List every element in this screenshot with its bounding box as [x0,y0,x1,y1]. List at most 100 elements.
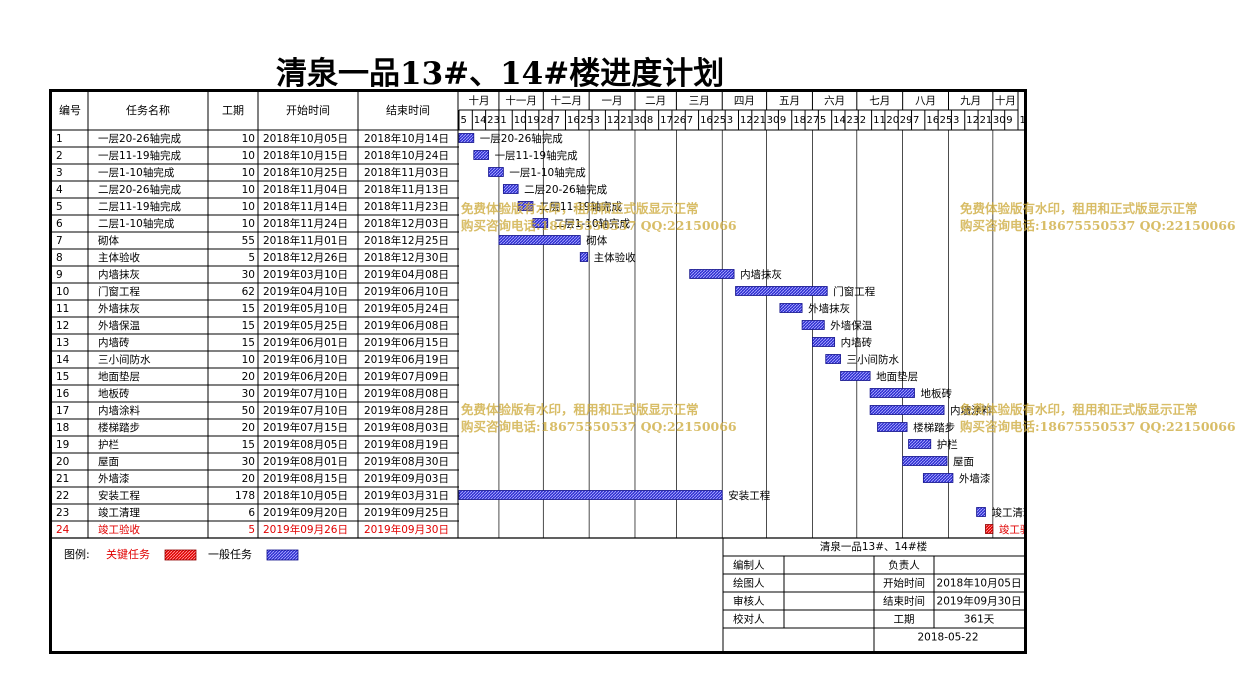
day-label: 21 [620,115,633,126]
task-bar [689,269,735,279]
task-bar-label: 内墙砖 [841,336,873,349]
task-bar [869,405,945,415]
task-start: 2019年09月26日 [263,523,348,536]
day-label: 25 [713,115,726,126]
task-bar-label: 一层11-19轴完成 [495,149,579,162]
task-bar-label: 地面垫层 [876,370,918,383]
watermark-line2: 购买咨询电话:18675550537 QQ:22150066 [461,218,737,233]
task-end: 2019年08月19日 [364,438,449,451]
task-bar [517,201,534,211]
task-bar [801,320,825,330]
task-bar-label: 二层20-26轴完成 [524,183,608,196]
task-end: 2018年12月03日 [364,217,449,230]
page-title: 清泉一品13#、14#楼进度计划 [276,56,725,92]
task-id: 7 [56,235,63,247]
task-duration: 30 [242,388,255,400]
task-duration: 20 [242,422,255,434]
header-id: 编号 [59,103,81,117]
task-name: 门窗工程 [98,285,140,298]
day-label: 25 [940,115,953,126]
task-duration: 10 [242,218,255,230]
task-id: 21 [56,473,69,485]
day-label: 30 [634,115,647,126]
month-label: 二月 [645,95,666,107]
task-bar-label: 内墙涂料 [950,404,992,417]
month-label: 五月 [779,95,800,107]
month-label: 九月 [960,95,981,107]
day-label: 1 [500,115,506,126]
task-bar-label: 一层20-26轴完成 [480,132,564,145]
task-id: 22 [56,490,69,502]
day-label: 21 [980,115,993,126]
task-duration: 10 [242,133,255,145]
task-end: 2019年06月19日 [364,353,449,366]
task-name: 三小间防水 [98,353,151,366]
task-start: 2019年07月10日 [263,404,348,417]
task-duration: 5 [248,524,255,536]
task-duration: 55 [242,235,255,247]
day-label: 16 [700,115,713,126]
task-end: 2018年10月14日 [364,132,449,145]
header-start: 开始时间 [286,103,330,117]
task-duration: 20 [242,371,255,383]
day-label: 30 [993,115,1006,126]
task-duration: 5 [248,252,255,264]
task-start: 2019年07月15日 [263,421,348,434]
task-name: 屋面 [98,456,119,468]
month-label: 十月 [995,94,1016,107]
task-bar [579,252,589,262]
month-label: 三月 [689,95,710,107]
task-start: 2019年07月10日 [263,387,348,400]
month-label: 八月 [915,95,936,107]
task-start: 2019年08月15日 [263,472,348,485]
task-id: 20 [56,456,69,468]
task-name: 外墙漆 [98,472,130,485]
day-label: 3 [953,115,959,126]
day-label: 8 [647,115,653,126]
info-reviewer: 审核人 [733,595,765,608]
task-duration: 62 [242,286,255,298]
day-label: 11 [873,115,886,126]
task-start: 2018年10月05日 [263,489,348,502]
task-end: 2019年05月24日 [364,302,449,315]
task-end: 2019年06月08日 [364,319,449,332]
watermark-line1: 免费体验版有水印，租用和正式版显示正常 [461,402,699,417]
task-name: 一层11-19轴完成 [98,149,182,162]
task-bar-label: 楼梯踏步 [913,421,955,434]
task-end: 2019年08月08日 [364,387,449,400]
task-bar-label: 地板砖 [920,387,952,400]
task-start: 2019年09月20日 [263,506,348,519]
day-label: 29 [900,115,913,126]
task-name: 二层11-19轴完成 [98,200,182,213]
month-label: 四月 [734,95,755,107]
info-drafter: 绘图人 [733,577,765,590]
task-duration: 6 [248,507,255,519]
task-end: 2019年07月09日 [364,370,449,383]
task-end: 2018年12月30日 [364,251,449,264]
watermark-left: 免费体验版有水印，租用和正式版显示正常 购买咨询电话:18675550537 Q… [461,200,737,234]
task-name: 二层20-26轴完成 [98,183,182,196]
task-bar [908,439,932,449]
task-bar [812,337,836,347]
task-name: 楼梯踏步 [98,421,140,434]
task-id: 4 [56,184,63,196]
day-label: 30 [767,115,780,126]
task-bar-label: 护栏 [937,438,958,451]
info-end-label: 结束时间 [883,595,925,608]
month-label: 六月 [824,95,845,107]
task-end: 2019年08月03日 [364,421,449,434]
task-start: 2019年08月01日 [263,455,348,468]
task-name: 内墙砖 [98,336,130,349]
day-label: 20 [886,115,899,126]
task-start: 2018年10月05日 [263,132,348,145]
info-duration-label: 工期 [894,614,915,626]
day-label: 7 [687,115,693,126]
task-name: 二层1-10轴完成 [98,217,175,230]
task-duration: 15 [242,337,255,349]
header-name: 任务名称 [126,103,170,117]
task-end: 2018年12月25日 [364,234,449,247]
task-bar [825,354,841,364]
watermark-line1: 免费体验版有水印，租用和正式版显示正常 [461,201,699,216]
day-label: 17 [660,115,673,126]
